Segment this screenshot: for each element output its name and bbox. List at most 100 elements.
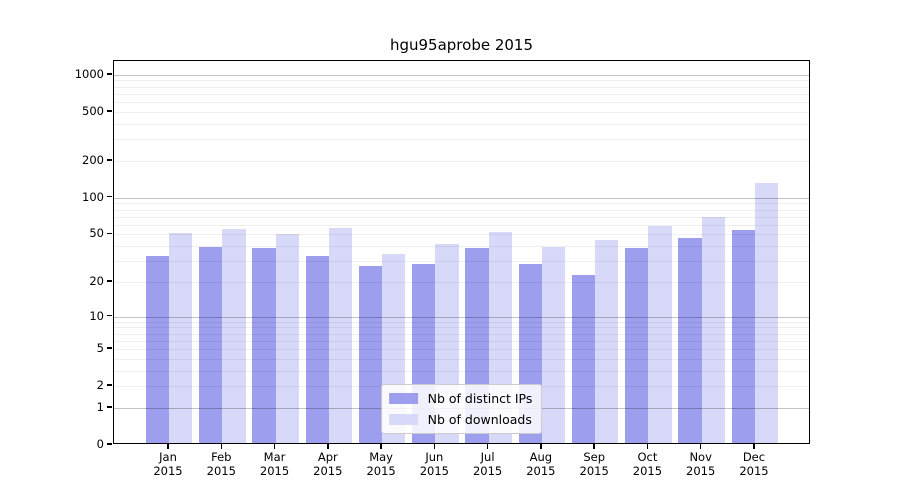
x-tick-year: 2015 <box>259 464 290 478</box>
y-tick <box>107 314 112 317</box>
x-tick-label: Sep 2015 <box>566 450 622 478</box>
x-tick <box>433 444 436 449</box>
x-tick-year: 2015 <box>472 464 503 478</box>
x-tick <box>220 444 223 449</box>
bar-downloads <box>275 234 299 443</box>
bar-downloads <box>648 226 672 443</box>
legend-label-distinct-ips: Nb of distinct IPs <box>427 391 533 406</box>
y-tick <box>107 159 112 161</box>
x-tick-year: 2015 <box>579 464 609 478</box>
x-tick-label: Aug 2015 <box>513 450 569 478</box>
y-tick <box>107 110 112 112</box>
bars-layer <box>114 61 809 443</box>
bar-distinct-ips <box>625 248 649 443</box>
x-tick-year: 2015 <box>313 464 343 478</box>
x-tick-label: May 2015 <box>353 450 409 478</box>
legend-swatch-downloads-icon <box>388 414 418 425</box>
x-tick-month: Nov <box>689 450 712 464</box>
bar-distinct-ips <box>358 266 383 443</box>
x-tick <box>593 444 595 449</box>
legend: Nb of distinct IPs Nb of downloads <box>380 384 543 434</box>
legend-entry-distinct-ips: Nb of distinct IPs <box>388 391 533 406</box>
x-tick <box>540 444 542 449</box>
bar-distinct-ips <box>678 237 702 443</box>
x-tick-label: Dec 2015 <box>726 450 782 478</box>
x-tick-month: Feb <box>211 450 232 464</box>
y-tick <box>107 347 112 349</box>
y-tick-label: 5 <box>96 341 104 355</box>
x-tick-month: Sep <box>583 450 605 464</box>
y-tick-label: 200 <box>82 152 104 167</box>
x-tick <box>753 444 755 449</box>
bar-downloads <box>328 228 353 443</box>
x-tick-label: Mar 2015 <box>247 450 303 478</box>
x-tick-year: 2015 <box>419 464 449 478</box>
x-tick-label: Apr 2015 <box>300 450 356 478</box>
x-tick-month: Jul <box>480 450 495 464</box>
x-tick-month: Dec <box>742 450 766 464</box>
chart-title: hgu95aprobe 2015 <box>389 36 534 54</box>
bar-downloads <box>541 246 566 443</box>
y-tick-label: 20 <box>89 273 104 288</box>
x-tick-label: Jan 2015 <box>140 450 196 478</box>
y-tick-label: 1000 <box>74 66 104 81</box>
x-tick-label: Jun 2015 <box>406 450 462 478</box>
x-tick <box>273 444 276 449</box>
x-tick-month: Mar <box>263 450 286 464</box>
x-tick-year: 2015 <box>632 464 663 478</box>
bar-downloads <box>701 216 725 443</box>
y-tick <box>107 443 112 445</box>
y-tick-label: 1 <box>96 399 104 414</box>
y-tick <box>107 195 112 198</box>
y-tick-label: 0 <box>96 437 104 451</box>
bar-downloads <box>595 240 619 443</box>
bar-distinct-ips <box>252 248 276 443</box>
x-tick-year: 2015 <box>526 464 556 478</box>
x-tick-label: Feb 2015 <box>193 450 249 478</box>
y-tick-label: 10 <box>89 308 104 323</box>
bar-downloads <box>754 183 779 443</box>
x-tick-month: Jun <box>425 450 444 464</box>
y-tick <box>107 280 112 282</box>
legend-swatch-distinct-ips-icon <box>388 393 418 404</box>
x-tick-year: 2015 <box>206 464 236 478</box>
x-tick-month: Jan <box>159 450 177 464</box>
x-tick-label: Oct 2015 <box>619 450 675 478</box>
x-tick-year: 2015 <box>153 464 183 478</box>
y-tick-label: 500 <box>82 103 104 118</box>
x-tick-month: Aug <box>529 450 553 464</box>
bar-downloads <box>222 229 246 443</box>
bar-downloads <box>169 233 193 443</box>
y-tick <box>107 73 112 75</box>
x-tick-label: Nov 2015 <box>673 450 729 478</box>
y-tick <box>107 232 112 235</box>
x-tick <box>486 444 489 449</box>
plot-area: Nb of distinct IPs Nb of downloads <box>113 60 810 444</box>
y-tick <box>107 406 112 408</box>
x-tick-year: 2015 <box>739 464 769 478</box>
x-tick-month: Apr <box>317 450 338 464</box>
y-tick <box>107 384 112 386</box>
bar-distinct-ips <box>305 255 329 443</box>
x-tick-month: May <box>369 450 393 464</box>
y-tick-label: 2 <box>96 378 104 393</box>
x-tick <box>327 444 329 449</box>
x-tick <box>380 444 382 449</box>
x-tick <box>699 444 702 449</box>
y-tick-label: 50 <box>89 226 104 241</box>
x-tick <box>167 444 169 449</box>
x-tick-label: Jul 2015 <box>460 450 516 478</box>
legend-label-downloads: Nb of downloads <box>427 412 532 427</box>
x-tick-month: Oct <box>637 450 658 464</box>
x-tick-year: 2015 <box>366 464 396 478</box>
y-tick-label: 100 <box>82 189 104 204</box>
bar-distinct-ips <box>198 246 223 443</box>
bar-distinct-ips <box>731 230 755 443</box>
x-tick <box>646 444 649 449</box>
bar-distinct-ips <box>571 275 596 443</box>
legend-entry-downloads: Nb of downloads <box>388 412 533 427</box>
bar-distinct-ips <box>145 255 169 443</box>
x-tick-year: 2015 <box>686 464 716 478</box>
